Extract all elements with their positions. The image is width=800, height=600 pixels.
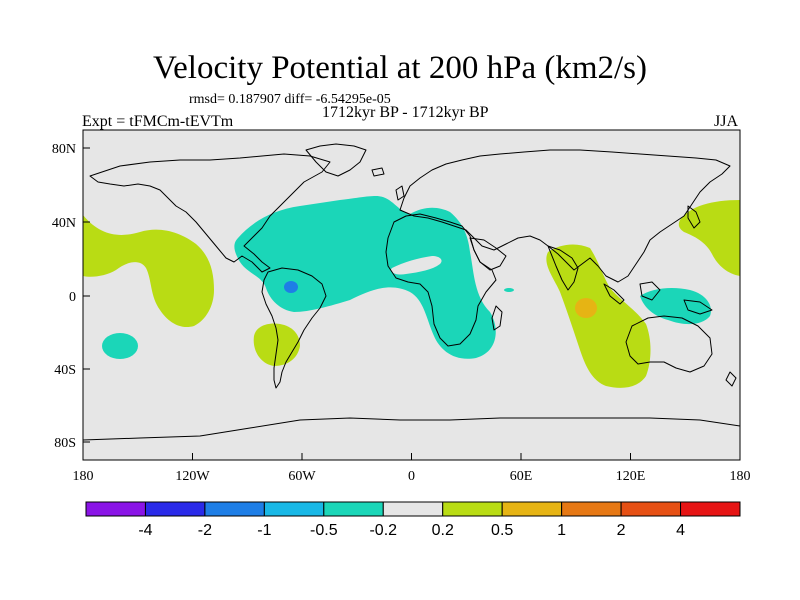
season-label: JJA [714, 113, 739, 130]
colorbar-label: -1 [257, 522, 271, 539]
colorbar-box [144, 501, 206, 517]
northwest-pacific-positive-region [678, 200, 740, 276]
colorbar-box [442, 501, 503, 517]
colorbar-label: -4 [138, 522, 152, 539]
colorbar-box [620, 501, 682, 517]
south-pacific-negative-patch [102, 333, 138, 359]
colorbar-box [501, 501, 563, 517]
lon-label-120w: 120W [175, 469, 210, 484]
lat-label-40n: 40N [52, 216, 76, 231]
australia-outline [625, 315, 713, 373]
colorbar [85, 501, 741, 517]
lon-label-180w: 180 [73, 469, 94, 484]
north-america-outline [89, 153, 331, 273]
experiment-label: Expt = tFMCm-tEVTm [82, 113, 234, 130]
lat-label-80s: 80S [54, 436, 76, 451]
africa-neutral-patch [390, 256, 442, 275]
lon-axis [82, 453, 741, 460]
india-outline [547, 245, 579, 291]
colorbar-label: -0.2 [369, 522, 397, 539]
map-title: Velocity Potential at 200 hPa (km2/s) [152, 50, 648, 86]
south-america-minimum [284, 281, 298, 293]
borneo-outline [639, 281, 661, 301]
south-america-outline [261, 267, 327, 389]
colorbar-label: -0.5 [310, 522, 338, 539]
colorbar-box [561, 501, 622, 517]
colorbar-label: 2 [617, 522, 626, 539]
lat-label-0: 0 [69, 290, 76, 305]
lon-label-180e: 180 [730, 469, 751, 484]
continent-outlines [83, 143, 740, 441]
colorbar-label: 0.5 [491, 522, 513, 539]
lon-label-0: 0 [408, 469, 415, 484]
lat-axis [83, 147, 90, 443]
east-africa-negative-patch [504, 288, 514, 292]
africa-outline [385, 213, 497, 347]
indian-ocean-positive-region [546, 244, 651, 388]
indian-ocean-maximum [575, 298, 597, 318]
colorbar-labels: -4 -2 -1 -0.5 -0.2 0.2 0.5 1 2 4 [138, 522, 685, 539]
colorbar-label: 0.2 [432, 522, 454, 539]
lon-label-60w: 60W [288, 469, 316, 484]
colorbar-label: 4 [676, 522, 685, 539]
lon-tick-labels: 180 120W 60W 0 60E 120E 180 [73, 469, 751, 484]
sumatra-outline [603, 283, 625, 305]
iceland-outline [371, 167, 385, 177]
uk-outline [395, 185, 405, 201]
maritime-continent-negative-region [640, 288, 712, 325]
antarctica-outline [83, 417, 740, 441]
colorbar-box [204, 501, 265, 517]
stats-label: rmsd= 0.187907 diff= -6.54295e-05 [189, 92, 391, 107]
east-pacific-positive-region [83, 215, 214, 328]
colorbar-box [323, 501, 384, 517]
madagascar-outline [491, 305, 503, 331]
lon-label-60e: 60E [510, 469, 533, 484]
new-zealand-outline [725, 371, 737, 387]
arabia-outline [469, 237, 507, 271]
lat-label-80n: 80N [52, 142, 76, 157]
lat-label-40s: 40S [54, 363, 76, 378]
colorbar-box [680, 501, 741, 517]
japan-outline [687, 205, 701, 229]
period-label: 1712kyr BP - 1712kyr BP [322, 104, 489, 121]
greenland-outline [305, 143, 367, 177]
colorbar-box [85, 501, 146, 517]
atlantic-africa-negative-region [234, 196, 496, 359]
colorbar-box [263, 501, 325, 517]
eurasia-outline [399, 149, 731, 283]
lon-label-120e: 120E [616, 469, 646, 484]
colorbar-label: 1 [557, 522, 566, 539]
colorbar-box [382, 501, 444, 517]
colorbar-label: -2 [198, 522, 212, 539]
lat-tick-labels: 80N 40N 0 40S 80S [52, 142, 76, 451]
new-guinea-outline [683, 299, 713, 315]
